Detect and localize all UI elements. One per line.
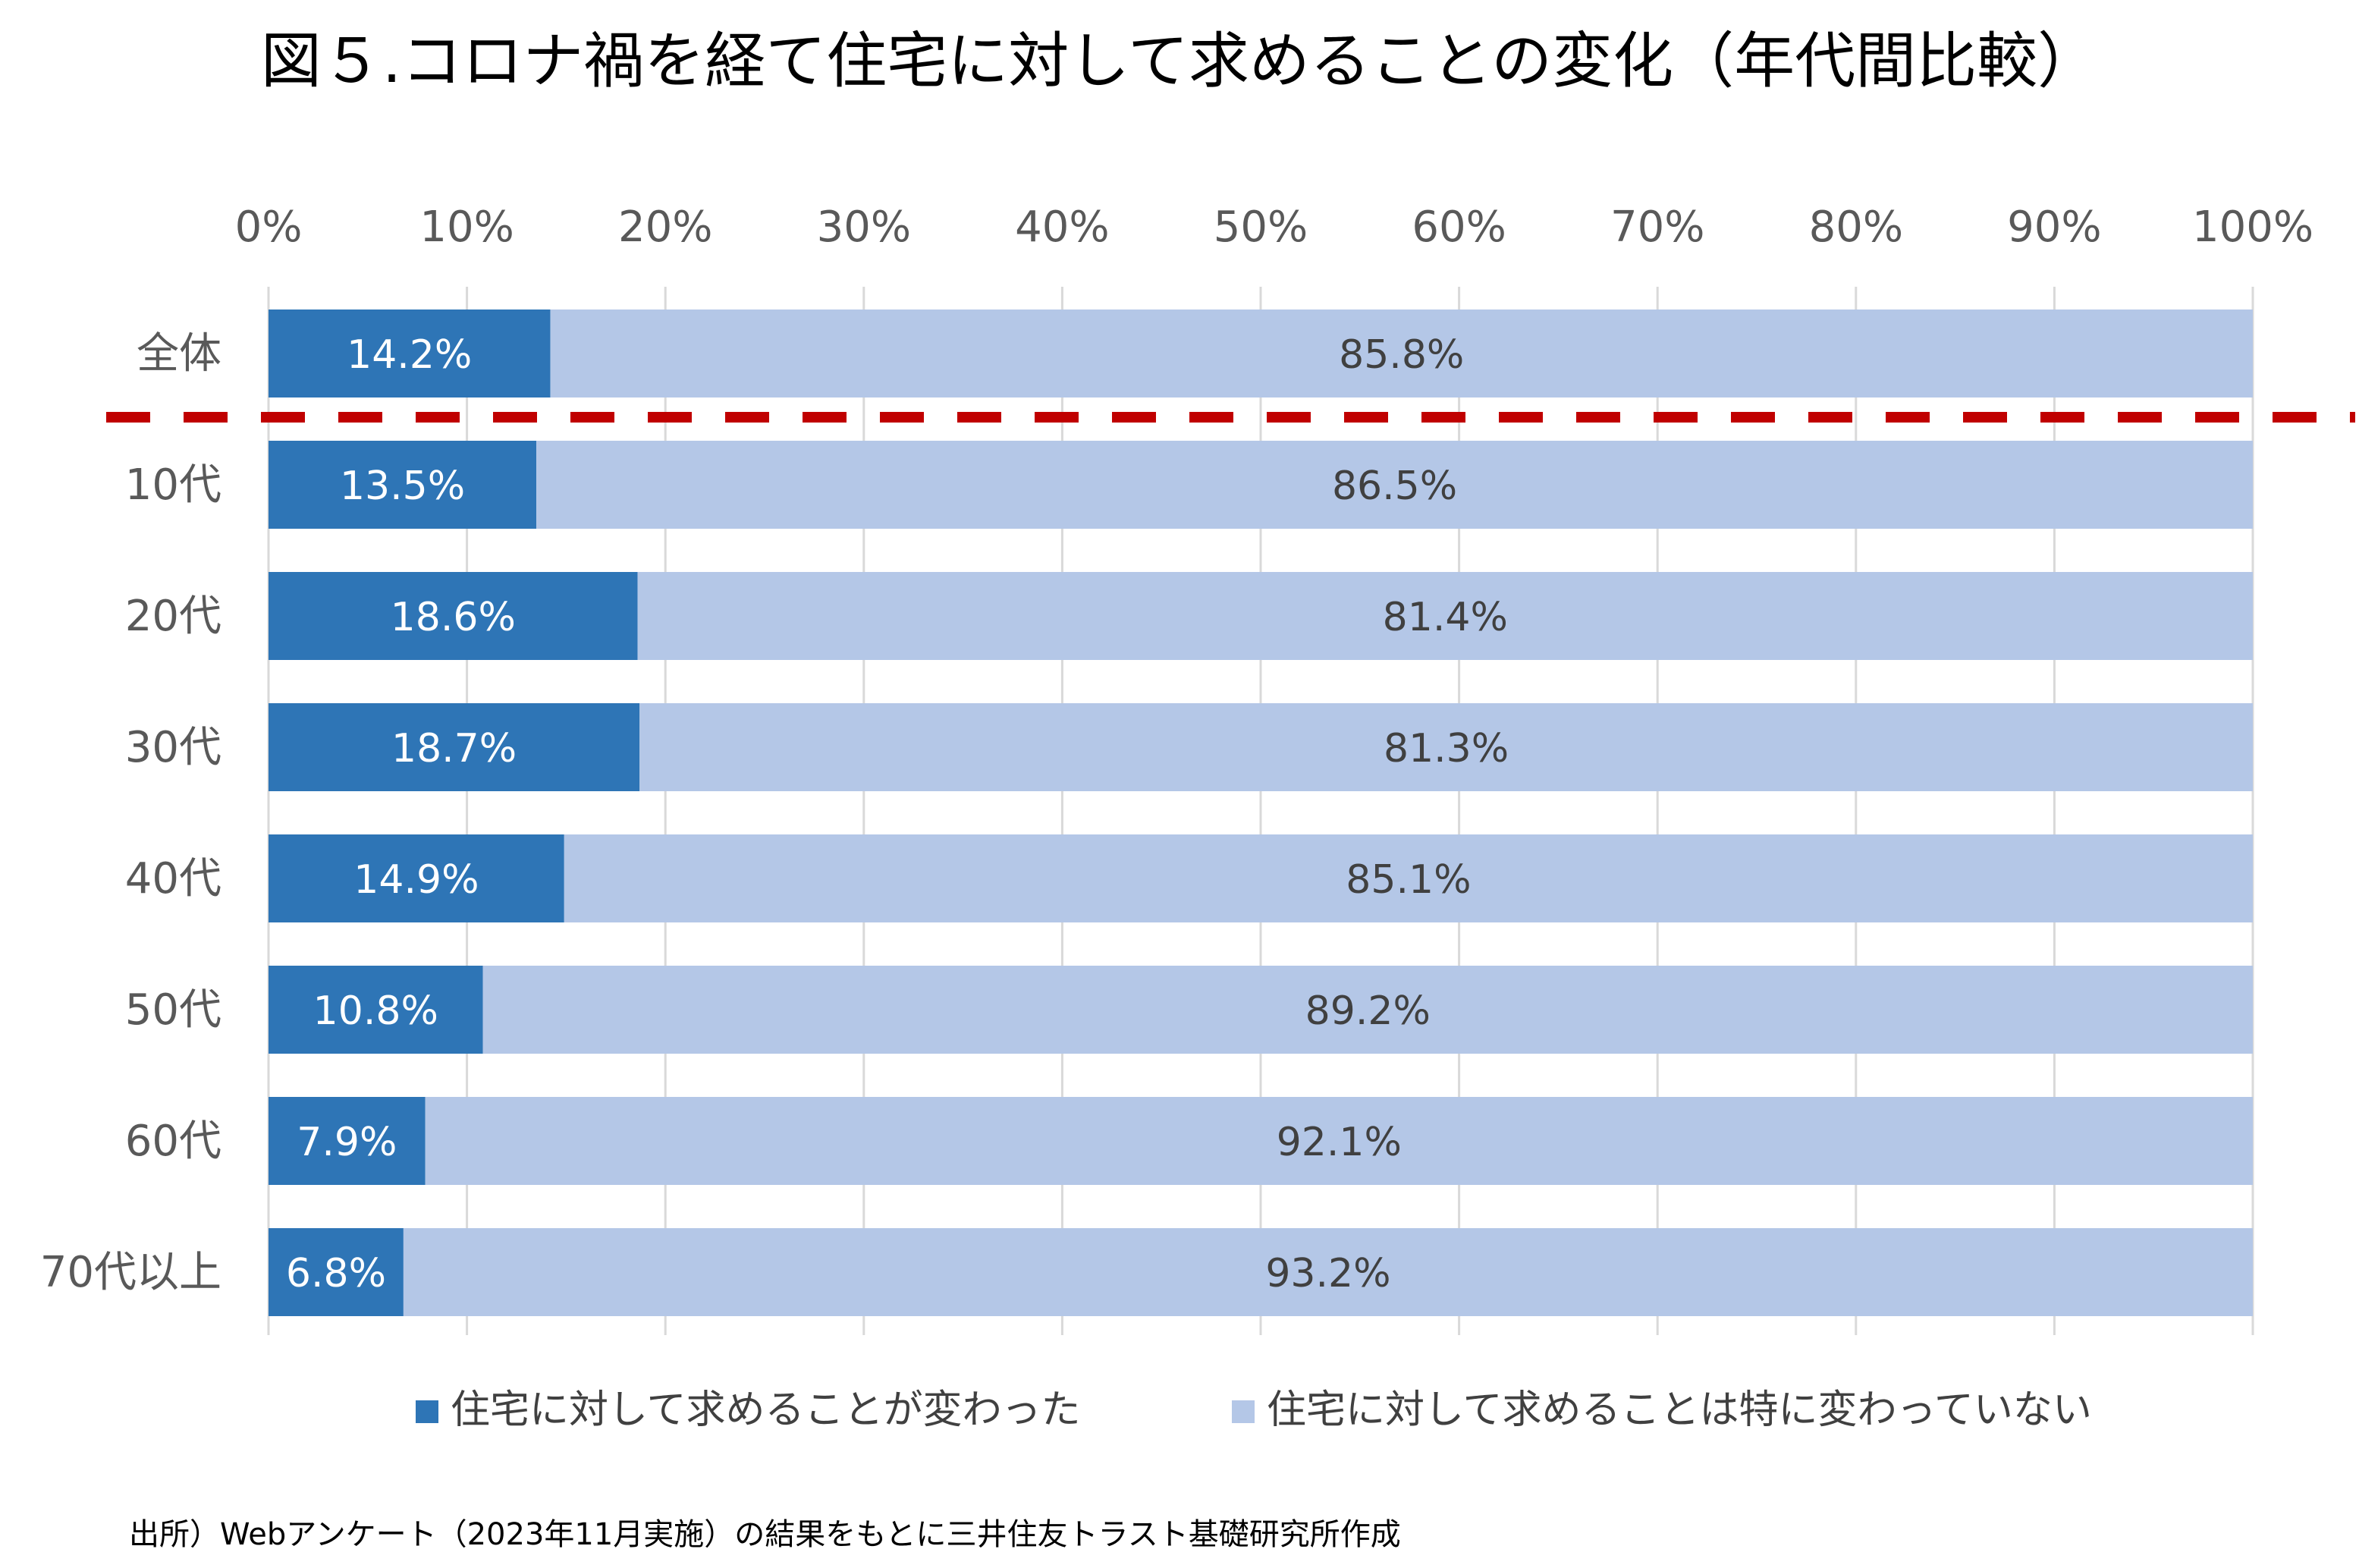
bar-unchanged: [403, 1228, 2254, 1316]
x-tick-label: 40%: [1015, 203, 1109, 252]
x-tick-label: 10%: [419, 203, 514, 252]
data-label-unchanged: 86.5%: [1332, 463, 1457, 509]
category-label: 20代: [125, 592, 221, 641]
x-tick-label: 50%: [1214, 203, 1308, 252]
bar-unchanged: [482, 966, 2253, 1054]
source-note: 出所）Webアンケート（2023年11月実施）の結果をもとに三井住友トラスト基礎…: [129, 1517, 1401, 1552]
bar-unchanged: [550, 310, 2254, 397]
bar-changed: [269, 834, 564, 922]
x-tick-label: 20%: [618, 203, 712, 252]
data-label-unchanged: 85.1%: [1346, 857, 1471, 903]
category-label: 全体: [137, 329, 221, 379]
data-labels: 14.2% 85.8% 13.5% 86.5% 18.6% 81.4% 18.7% 81.3%…: [286, 332, 1509, 1296]
legend: 住宅に対して求めることが変わった 住宅に対して求めることは特に変わっていない: [416, 1387, 2092, 1433]
chart-title: 図５.コロナ禍を経て住宅に対して求めることの変化（年代間比較）: [261, 26, 2098, 96]
x-tick-label: 30%: [817, 203, 911, 252]
bar-changed: [269, 572, 638, 660]
bar-unchanged: [639, 703, 2254, 791]
data-label-unchanged: 89.2%: [1305, 988, 1431, 1034]
data-label-unchanged: 81.4%: [1383, 595, 1508, 640]
bar-changed: [269, 966, 483, 1054]
x-tick-label: 90%: [2007, 203, 2101, 252]
category-label: 40代: [125, 854, 221, 903]
bar-unchanged: [536, 441, 2254, 529]
bar-changed: [269, 441, 537, 529]
data-label-unchanged: 85.8%: [1339, 332, 1464, 378]
category-label: 60代: [125, 1117, 221, 1166]
category-label: 50代: [125, 985, 221, 1035]
data-label-changed: 14.9%: [353, 857, 479, 903]
data-label-changed: 14.2%: [347, 332, 472, 378]
category-label: 30代: [125, 723, 221, 772]
x-tick-label: 100%: [2192, 203, 2313, 252]
x-tick-label: 70%: [1610, 203, 1704, 252]
category-label: 70代以上: [40, 1248, 221, 1297]
category-label: 10代: [125, 460, 221, 510]
data-label-changed: 6.8%: [286, 1251, 386, 1296]
data-label-changed: 7.9%: [297, 1120, 397, 1165]
bar-unchanged: [425, 1097, 2253, 1185]
legend-label-changed: 住宅に対して求めることが変わった: [451, 1387, 1080, 1433]
data-label-unchanged: 92.1%: [1277, 1120, 1402, 1165]
bar-changed: [269, 1097, 426, 1185]
legend-swatch-unchanged: [1232, 1400, 1255, 1423]
bars: [269, 310, 2254, 1316]
data-label-changed: 18.6%: [391, 595, 516, 640]
bar-unchanged: [564, 834, 2254, 922]
legend-swatch-changed: [416, 1400, 438, 1423]
x-axis-ticks: 0% 10% 20% 30% 40% 50% 60% 70% 80% 90% 100%: [235, 203, 2313, 252]
bar-unchanged: [637, 572, 2254, 660]
x-tick-label: 60%: [1412, 203, 1506, 252]
x-tick-label: 80%: [1809, 203, 1903, 252]
data-label-changed: 13.5%: [340, 463, 465, 509]
x-tick-label: 0%: [235, 203, 303, 252]
data-label-changed: 10.8%: [313, 988, 438, 1034]
bar-changed: [269, 310, 551, 397]
bar-changed: [269, 1228, 404, 1316]
data-label-unchanged: 93.2%: [1265, 1251, 1390, 1296]
data-label-changed: 18.7%: [391, 726, 517, 771]
data-label-unchanged: 81.3%: [1384, 726, 1509, 771]
bar-changed: [269, 703, 640, 791]
legend-label-unchanged: 住宅に対して求めることは特に変わっていない: [1267, 1387, 2092, 1433]
y-axis-categories: 全体 10代 20代 30代 40代 50代 60代 70代以上: [40, 329, 221, 1297]
